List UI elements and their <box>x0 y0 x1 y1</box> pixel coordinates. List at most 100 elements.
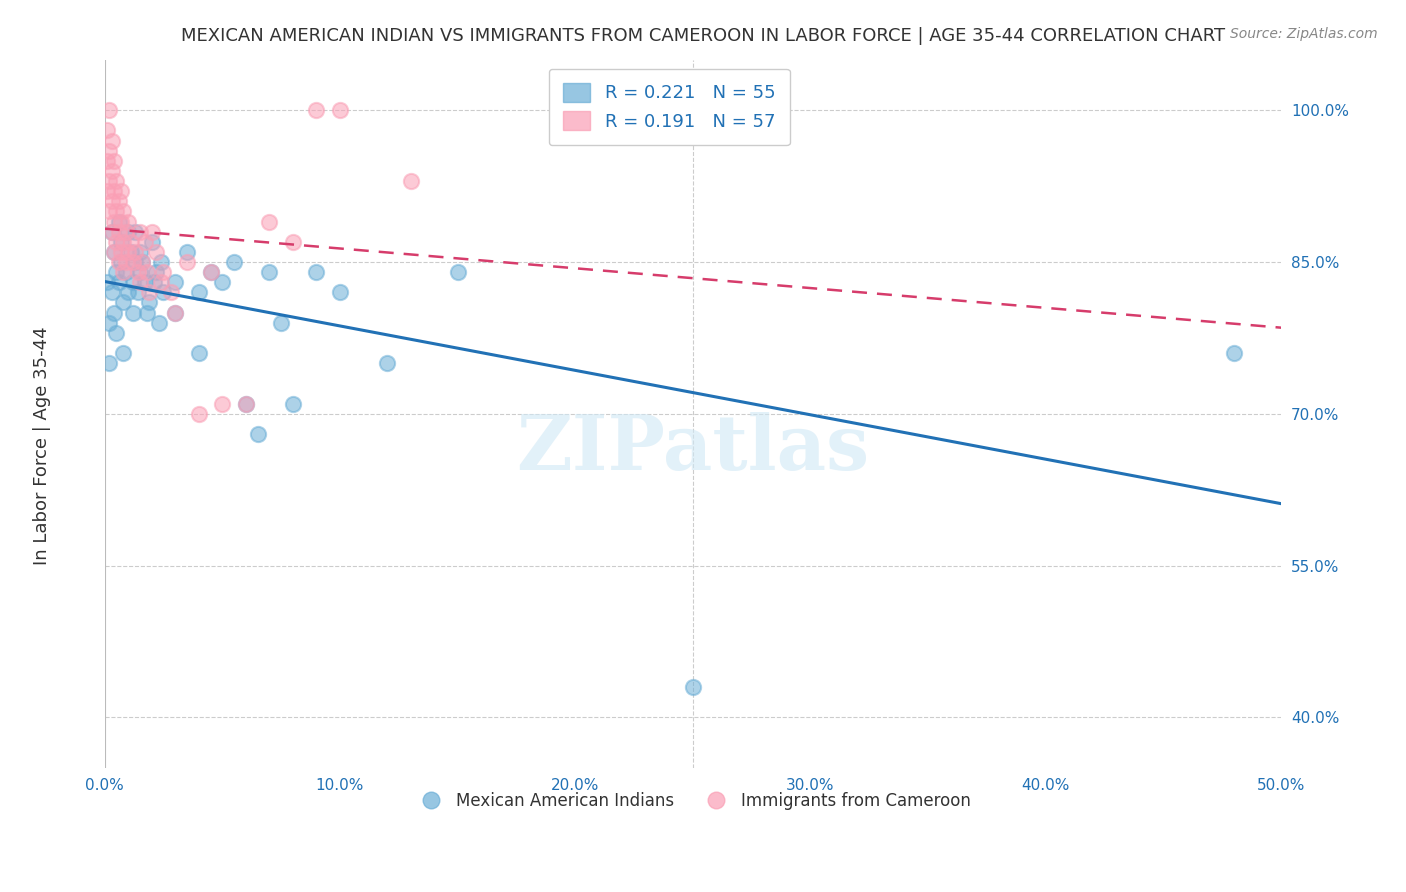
Point <box>122 305 145 319</box>
Text: In Labor Force | Age 35-44: In Labor Force | Age 35-44 <box>34 326 51 566</box>
Point <box>96 153 118 168</box>
Point <box>115 255 138 269</box>
Text: MEXICAN AMERICAN INDIAN VS IMMIGRANTS FROM CAMEROON IN LABOR FORCE | AGE 35-44 C: MEXICAN AMERICAN INDIAN VS IMMIGRANTS FR… <box>181 27 1225 45</box>
Point <box>136 265 159 279</box>
Point <box>105 204 128 219</box>
Point <box>117 244 139 259</box>
Point <box>96 275 118 289</box>
Point <box>117 214 139 228</box>
Point <box>235 397 257 411</box>
Point <box>200 265 222 279</box>
Point <box>98 174 121 188</box>
Point <box>103 214 125 228</box>
Point <box>98 316 121 330</box>
Text: Source: ZipAtlas.com: Source: ZipAtlas.com <box>1230 27 1378 41</box>
Point <box>305 103 328 118</box>
Point <box>187 407 209 421</box>
Point <box>112 235 135 249</box>
Point <box>141 225 163 239</box>
Point <box>112 265 135 279</box>
Point <box>176 244 198 259</box>
Point <box>112 295 135 310</box>
Point <box>100 134 122 148</box>
Point <box>129 275 152 289</box>
Point <box>305 265 328 279</box>
Point <box>107 194 129 209</box>
Point <box>329 285 352 300</box>
Point <box>110 244 132 259</box>
Point <box>110 184 132 198</box>
Point <box>145 265 167 279</box>
Point <box>259 214 281 228</box>
Point <box>211 275 233 289</box>
Point <box>165 305 187 319</box>
Point <box>165 305 187 319</box>
Point <box>138 285 160 300</box>
Point <box>138 295 160 310</box>
Point <box>110 235 132 249</box>
Point <box>100 194 122 209</box>
Point <box>98 356 121 370</box>
Point <box>117 225 139 239</box>
Point <box>211 397 233 411</box>
Point <box>682 680 704 694</box>
Point <box>329 103 352 118</box>
Point <box>152 265 174 279</box>
Point <box>124 225 146 239</box>
Point <box>122 255 145 269</box>
Point <box>150 275 173 289</box>
Point <box>187 285 209 300</box>
Point <box>143 275 166 289</box>
Point <box>446 265 468 279</box>
Point <box>127 265 149 279</box>
Point <box>134 275 156 289</box>
Point <box>165 275 187 289</box>
Point <box>200 265 222 279</box>
Point <box>281 397 304 411</box>
Point <box>124 255 146 269</box>
Point <box>120 235 142 249</box>
Point <box>98 204 121 219</box>
Point <box>127 285 149 300</box>
Point <box>131 255 153 269</box>
Point <box>150 255 173 269</box>
Point <box>100 225 122 239</box>
Point <box>1223 346 1246 360</box>
Point <box>107 225 129 239</box>
Point <box>152 285 174 300</box>
Point <box>187 346 209 360</box>
Point <box>129 265 152 279</box>
Point <box>107 255 129 269</box>
Point <box>105 235 128 249</box>
Point <box>112 346 135 360</box>
Point <box>105 265 128 279</box>
Point <box>235 397 257 411</box>
Point <box>120 244 142 259</box>
Point <box>117 285 139 300</box>
Point <box>134 235 156 249</box>
Point <box>270 316 292 330</box>
Point <box>129 244 152 259</box>
Point <box>100 285 122 300</box>
Point <box>103 305 125 319</box>
Point <box>107 214 129 228</box>
Point <box>110 214 132 228</box>
Point <box>259 265 281 279</box>
Point <box>145 244 167 259</box>
Point <box>148 316 170 330</box>
Point <box>131 255 153 269</box>
Point <box>100 164 122 178</box>
Point <box>124 244 146 259</box>
Legend: Mexican American Indians, Immigrants from Cameroon: Mexican American Indians, Immigrants fro… <box>408 785 977 816</box>
Point <box>103 184 125 198</box>
Point <box>129 225 152 239</box>
Point <box>281 235 304 249</box>
Point <box>100 225 122 239</box>
Point <box>141 235 163 249</box>
Point <box>222 255 245 269</box>
Point <box>122 275 145 289</box>
Point <box>105 326 128 340</box>
Point <box>110 255 132 269</box>
Text: ZIPatlas: ZIPatlas <box>516 412 869 486</box>
Point <box>115 265 138 279</box>
